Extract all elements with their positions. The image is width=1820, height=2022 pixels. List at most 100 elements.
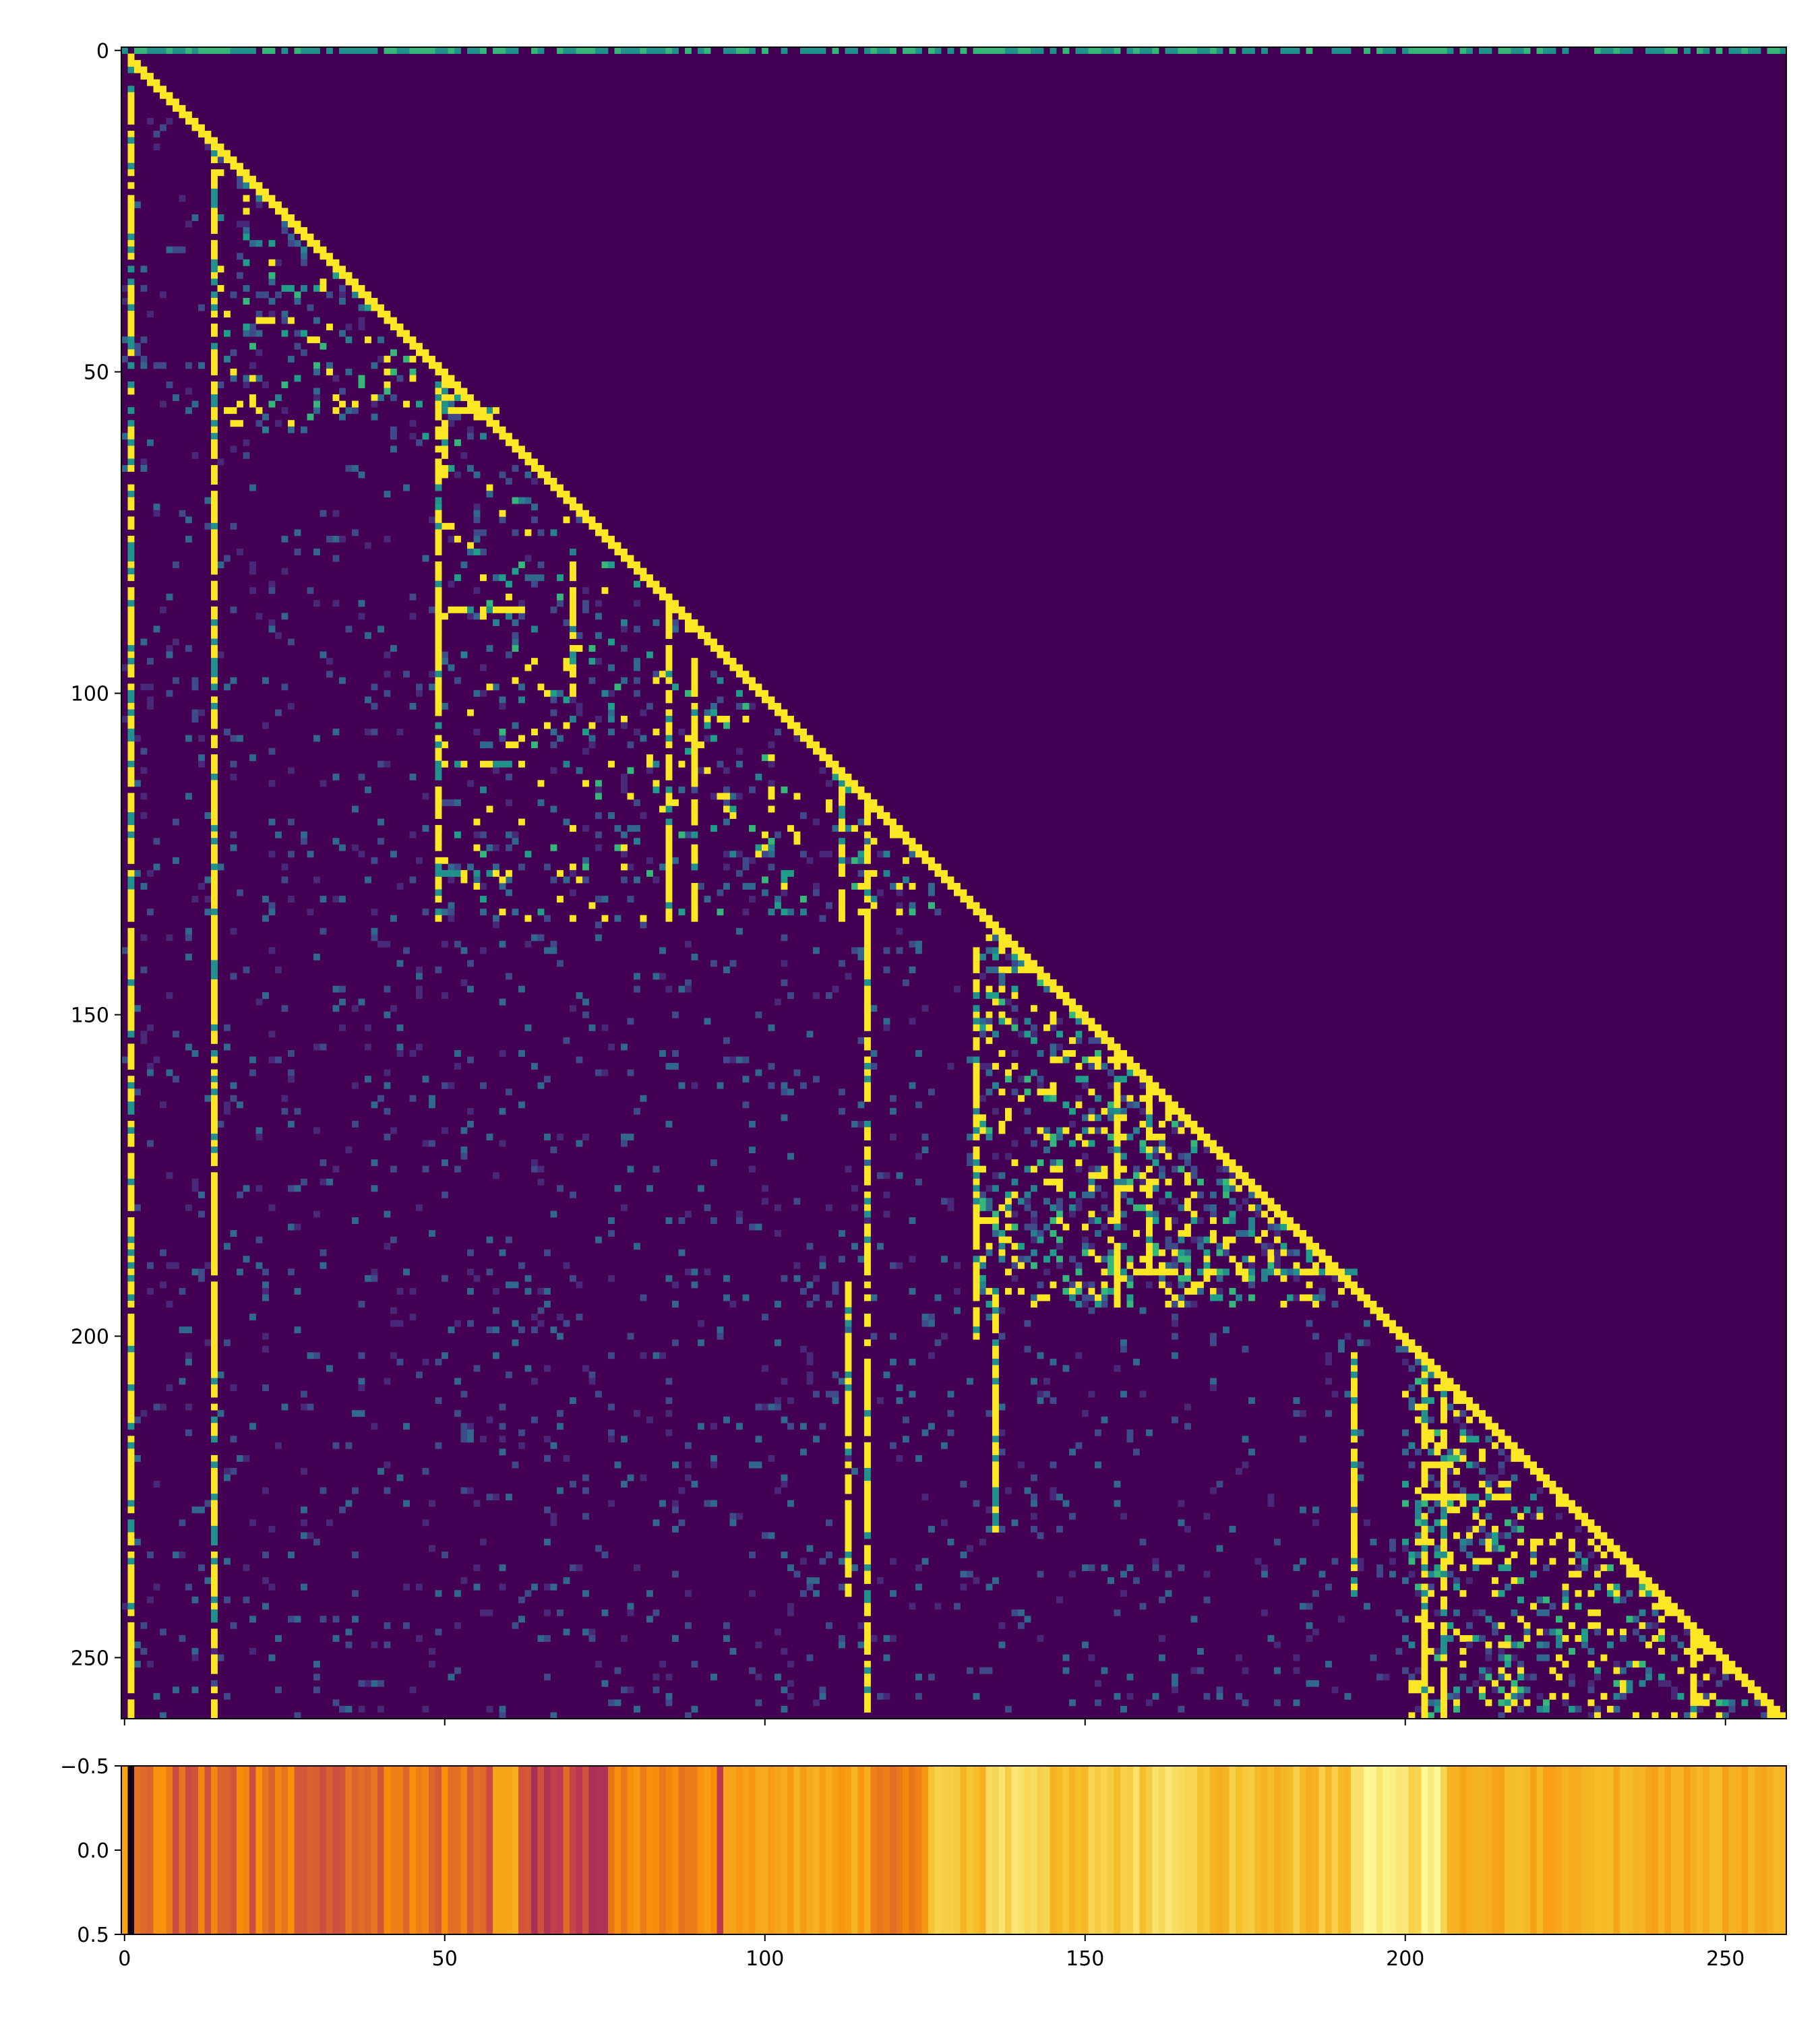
- heatmap-cell: [1159, 1165, 1165, 1173]
- heatmap-cell: [1312, 1628, 1319, 1636]
- heatmap-cell: [499, 1436, 506, 1443]
- heatmap-column-cell: [435, 805, 442, 813]
- heatmap-cell: [1082, 1082, 1089, 1089]
- heatmap-cell: [800, 1558, 807, 1565]
- heatmap-column-cell: [973, 1230, 980, 1237]
- heatmap-cell: [1031, 1230, 1037, 1237]
- heatmap-cell: [653, 1609, 660, 1616]
- heatmap-cell: [1011, 1159, 1019, 1167]
- heatmap-column-cell: [211, 195, 218, 202]
- heatmap-cell: [429, 1661, 435, 1668]
- heatmap-column-cell: [211, 1474, 218, 1481]
- heatmap-row-cell: [979, 47, 986, 54]
- heatmap-column-cell: [127, 1314, 135, 1321]
- heatmap-cell: [1018, 1262, 1025, 1269]
- heatmap-cell: [1395, 1648, 1403, 1655]
- heatmap-column-cell: [1146, 1101, 1153, 1109]
- heatmap-diagonal-cell: [518, 452, 525, 459]
- heatmap-cell: [985, 992, 993, 1000]
- heatmap-cell: [358, 998, 365, 1006]
- heatmap-cell: [384, 760, 391, 768]
- heatmap-column-cell: [1421, 1525, 1428, 1533]
- heatmap-cell: [153, 1692, 160, 1700]
- heatmap-column-cell: [211, 1339, 218, 1347]
- heatmap-cell: [588, 1635, 596, 1642]
- heatmap-cell: [998, 1249, 1006, 1256]
- heatmap-cell: [204, 1095, 212, 1102]
- heatmap-cell: [243, 208, 250, 215]
- heatmap-cell: [1479, 1454, 1486, 1462]
- heatmap-column-cell: [435, 838, 442, 845]
- heatmap-column-cell: [570, 574, 576, 582]
- heatmap-cell: [403, 947, 410, 954]
- heatmap-cell: [1267, 1217, 1275, 1224]
- heatmap-column-cell: [211, 1127, 218, 1134]
- heatmap-cell: [742, 857, 750, 864]
- heatmap-cell: [1594, 1712, 1601, 1719]
- heatmap-cell: [1536, 1609, 1544, 1616]
- heatmap-cell: [1005, 1153, 1012, 1160]
- heatmap-column-cell: [665, 876, 673, 884]
- heatmap-cell: [524, 851, 532, 858]
- heatmap-row-cell: [473, 47, 481, 54]
- heatmap-diagonal-cell: [659, 587, 666, 594]
- heatmap-cell: [1428, 1538, 1434, 1545]
- heatmap-column-cell: [864, 1243, 871, 1250]
- heatmap-cell: [1108, 1577, 1114, 1585]
- heatmap-cell: [601, 915, 609, 922]
- heatmap-row-cell: [1389, 47, 1396, 54]
- heatmap-column-cell: [845, 1532, 852, 1539]
- heatmap-column-cell: [127, 1712, 135, 1719]
- heatmap-cell: [262, 1603, 269, 1610]
- heatmap-cell: [870, 1635, 878, 1642]
- heatmap-row-cell: [576, 47, 583, 54]
- heatmap-cell: [787, 1603, 794, 1610]
- heatmap-cell: [1677, 1692, 1685, 1700]
- heatmap-cell: [371, 934, 378, 942]
- heatmap-cell: [634, 677, 640, 684]
- heatmap-column-cell: [127, 844, 135, 851]
- heatmap-cell: [979, 1114, 986, 1122]
- heatmap-cell: [365, 632, 371, 639]
- heatmap-column-cell: [211, 188, 218, 195]
- heatmap-cell: [781, 889, 788, 896]
- heatmap-column-cell: [1421, 1648, 1428, 1655]
- heatmap-column-cell: [1440, 1628, 1447, 1636]
- heatmap-cell: [185, 516, 192, 524]
- heatmap-cell: [1075, 1076, 1083, 1083]
- heatmap-row-cell: [1300, 1268, 1306, 1276]
- heatmap-column-cell: [973, 1294, 980, 1301]
- heatmap-cell: [1466, 1577, 1473, 1585]
- heatmap-cell: [435, 503, 442, 511]
- heatmap-cell: [1607, 1590, 1614, 1597]
- heatmap-column-cell: [864, 998, 871, 1006]
- heatmap-cell: [909, 1358, 916, 1366]
- heatmap-column-cell: [211, 298, 218, 305]
- heatmap-cell: [204, 144, 212, 151]
- heatmap-cell: [653, 780, 660, 787]
- heatmap-cell: [582, 1474, 589, 1481]
- heatmap-cell: [473, 1500, 481, 1507]
- heatmap-cell: [1620, 1680, 1627, 1687]
- heatmap-cell: [723, 799, 730, 806]
- heatmap-column-cell: [1421, 1564, 1428, 1572]
- heatmap-cell: [1639, 1680, 1646, 1687]
- heatmap-cell: [1293, 1699, 1300, 1707]
- heatmap-cell: [985, 1525, 993, 1533]
- heatmap-cell: [1485, 1487, 1492, 1494]
- heatmap-column-cell: [1351, 1429, 1358, 1436]
- heatmap-cell: [166, 1301, 173, 1308]
- heatmap-cell: [1037, 1635, 1044, 1642]
- heatmap-cell: [1498, 1686, 1505, 1694]
- heatmap-cell: [1101, 1172, 1108, 1180]
- heatmap-cell: [1095, 1050, 1101, 1057]
- heatmap-column-cell: [211, 1146, 218, 1154]
- heatmap-cell: [1440, 1506, 1447, 1514]
- heatmap-cell: [1479, 1686, 1486, 1694]
- heatmap-column-cell: [570, 613, 576, 620]
- heatmap-cell: [678, 1487, 686, 1494]
- heatmap-row-cell: [1005, 47, 1012, 54]
- heatmap-column-cell: [1146, 1107, 1153, 1115]
- heatmap-cell: [358, 1352, 365, 1359]
- heatmap-column-cell: [691, 716, 698, 723]
